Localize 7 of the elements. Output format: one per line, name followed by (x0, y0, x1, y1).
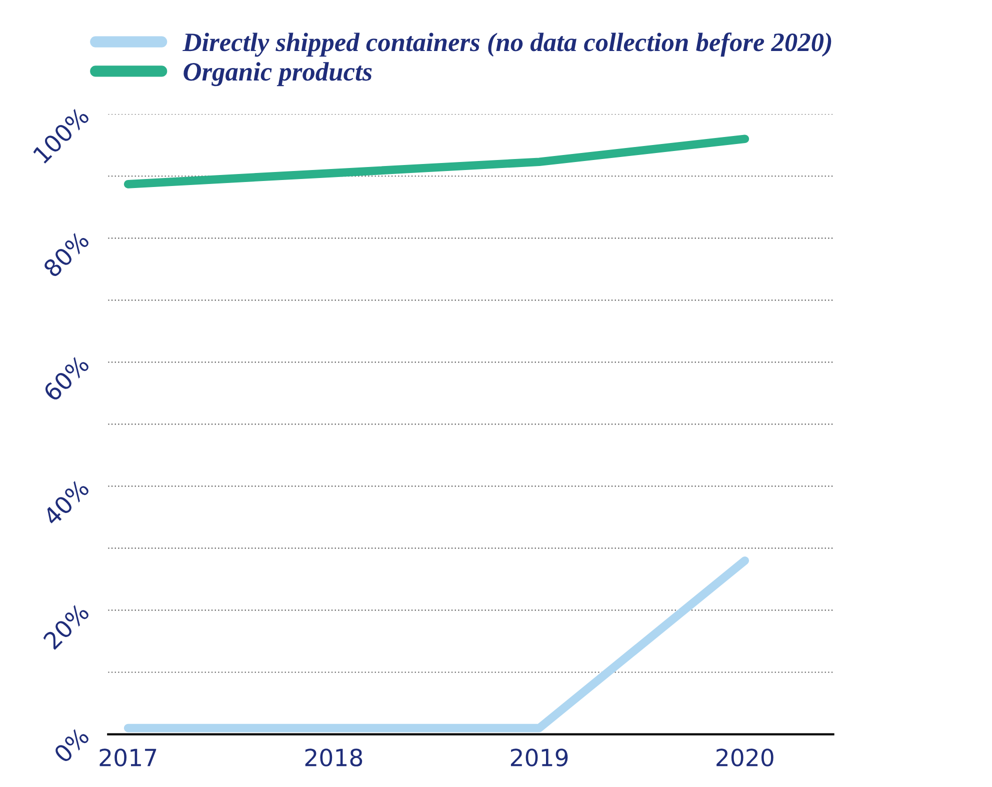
y-tick-label: 0% (52, 726, 90, 764)
legend-label: Organic products (184, 62, 372, 86)
x-tick-label: 2018 (305, 748, 362, 766)
x-tick-label: 2017 (100, 748, 156, 766)
x-tick-label: 2020 (716, 748, 774, 766)
legend-label: Directly shipped containers (no data collection before 2020) (182, 32, 832, 57)
x-tick-label: 2019 (510, 748, 568, 766)
